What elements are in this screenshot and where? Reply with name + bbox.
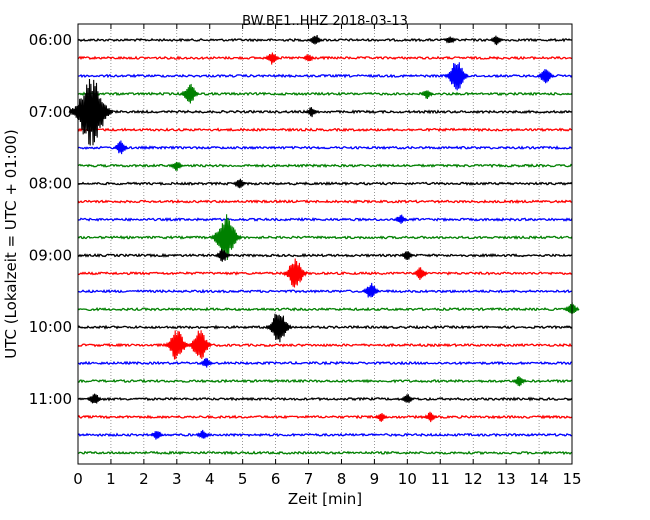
trace-row [77,396,573,402]
event-burst [304,107,319,118]
event-bursts [68,35,580,440]
event-burst [187,330,213,359]
event-burst [373,412,388,422]
event-burst [196,429,210,439]
plot-frame [77,23,573,465]
event-burst [112,140,129,155]
x-tick-label: 2 [139,470,149,488]
x-tick-label: 10 [398,470,417,488]
y-tick-label: 07:00 [29,103,72,121]
event-burst [420,90,435,99]
event-burst [412,267,429,280]
trace-row [77,91,573,97]
trace-row [77,55,573,61]
x-tick-label: 15 [562,470,581,488]
trace-row [77,378,573,384]
trace-row [77,450,573,456]
event-burst [149,431,164,440]
event-burst [265,313,293,343]
trace-row [77,163,573,169]
x-tick-label: 6 [271,470,281,488]
trace-row [77,181,573,187]
trace-row [77,324,573,330]
event-burst [536,69,555,84]
trace-row [77,199,573,205]
event-burst [489,35,504,46]
event-burst [423,411,438,423]
trace-row [77,360,573,366]
x-tick-label: 12 [464,470,483,488]
x-tick-label: 9 [370,470,380,488]
event-burst [393,214,408,224]
event-burst [164,330,189,360]
y-tick-label: 06:00 [29,31,72,49]
trace-row [77,252,573,258]
trace-row [77,306,573,312]
x-axis-label: Zeit [min] [288,490,362,508]
trace-row [77,127,573,133]
y-tick-label: 10:00 [29,318,72,336]
event-burst [282,258,308,288]
event-burst [68,79,114,146]
x-tick-label: 11 [431,470,450,488]
x-tick-label: 5 [238,470,248,488]
event-burst [443,36,457,44]
event-burst [214,248,231,262]
event-burst [512,376,527,387]
trace-row [77,288,573,294]
event-burst [362,282,380,298]
event-burst [232,178,247,189]
event-burst [169,161,184,171]
trace-row [77,270,573,276]
chart-title: BW.BE1..HHZ 2018-03-13 [242,14,408,29]
x-tick-label: 3 [172,470,182,488]
x-tick-label: 14 [530,470,549,488]
x-tick-label: 7 [304,470,314,488]
event-burst [301,54,315,62]
event-burst [400,251,415,260]
y-axis-label: UTC (Lokalzeit = UTC + 01:00) [2,129,20,359]
event-burst [307,35,323,45]
trace-row [77,414,573,420]
y-tick-label: 11:00 [29,390,72,408]
event-burst [264,52,280,65]
y-axis: 06:00 07:00 08:00 09:00 10:00 11:00 [29,31,572,408]
x-tick-label: 0 [73,470,83,488]
event-burst [180,83,200,104]
y-tick-label: 09:00 [29,246,72,264]
trace-row [77,73,573,79]
trace-row [77,235,573,240]
trace-row [77,145,573,151]
event-burst [444,62,469,91]
x-axis: 0 1 2 3 4 5 6 7 8 9 10 11 12 13 14 15 [73,24,582,488]
event-burst [86,393,103,404]
x-tick-label: 8 [337,470,347,488]
event-burst [199,357,214,368]
event-burst [400,394,415,404]
x-tick-label: 13 [497,470,516,488]
x-tick-label: 4 [205,470,215,488]
y-tick-label: 08:00 [29,175,72,193]
trace-row [77,109,573,115]
trace-row [77,216,573,223]
x-tick-label: 1 [106,470,116,488]
trace-row [77,342,573,348]
